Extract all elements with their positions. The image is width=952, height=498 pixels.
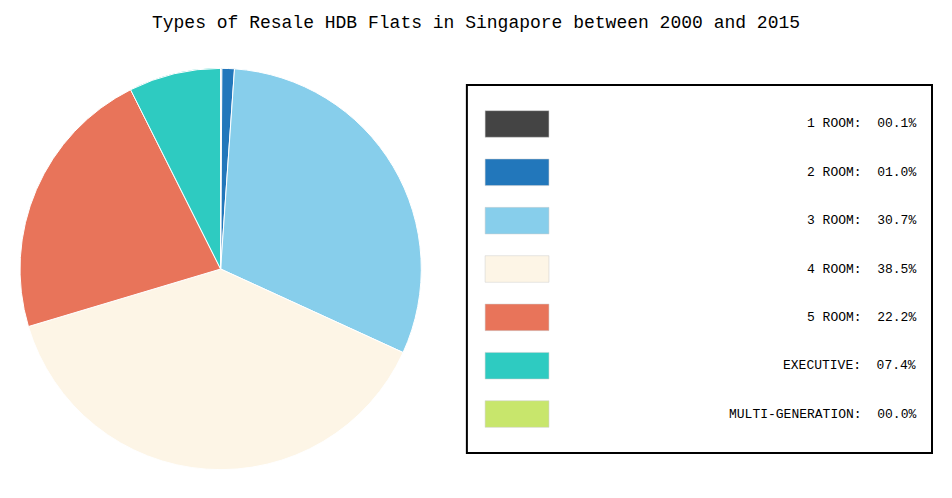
svg-text:4 ROOM: 38.5%: 4 ROOM: 38.5% — [807, 262, 916, 277]
svg-text:3 ROOM: 30.7%: 3 ROOM: 30.7% — [807, 213, 916, 228]
svg-text:EXECUTIVE: 07.4%: EXECUTIVE: 07.4% — [783, 358, 916, 373]
svg-text:Types of Resale HDB Flats in S: Types of Resale HDB Flats in Singapore b… — [152, 13, 800, 33]
svg-text:5 ROOM: 22.2%: 5 ROOM: 22.2% — [807, 310, 916, 325]
svg-text:2 ROOM: 01.0%: 2 ROOM: 01.0% — [807, 165, 916, 180]
svg-text:1 ROOM: 00.1%: 1 ROOM: 00.1% — [807, 116, 916, 131]
svg-text:MULTI-GENERATION: 00.0%: MULTI-GENERATION: 00.0% — [729, 407, 916, 422]
